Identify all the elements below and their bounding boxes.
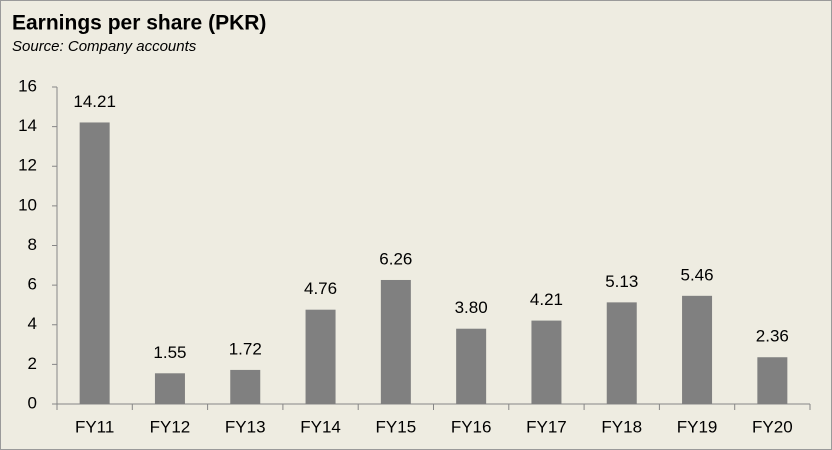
bar <box>79 122 110 404</box>
x-tick-label: FY20 <box>752 417 793 436</box>
x-tick-label: FY11 <box>75 417 114 436</box>
y-tick-label: 12 <box>18 156 37 175</box>
value-label: 1.55 <box>153 343 186 362</box>
bar <box>305 309 336 404</box>
value-label: 14.21 <box>73 92 116 111</box>
x-tick-label: FY18 <box>601 417 642 436</box>
y-tick-label: 10 <box>18 195 37 214</box>
y-tick-label: 2 <box>28 354 37 373</box>
bar <box>606 302 637 404</box>
bar <box>154 373 185 404</box>
value-label: 4.76 <box>304 279 337 298</box>
chart-title: Earnings per share (PKR) <box>12 12 266 35</box>
x-tick-label: FY16 <box>451 417 492 436</box>
x-tick-label: FY17 <box>526 417 567 436</box>
y-tick-label: 6 <box>28 275 37 294</box>
value-label: 6.26 <box>379 249 412 268</box>
bar <box>230 369 261 404</box>
value-label: 5.46 <box>681 265 714 284</box>
y-tick-label: 4 <box>28 314 37 333</box>
bar <box>531 320 562 404</box>
value-label: 5.13 <box>605 272 638 291</box>
x-tick-label: FY19 <box>677 417 718 436</box>
y-tick-label: 14 <box>18 116 37 135</box>
value-label: 4.21 <box>530 290 563 309</box>
x-tick-label: FY14 <box>300 417 341 436</box>
value-label: 2.36 <box>756 327 789 346</box>
bar <box>456 328 487 404</box>
y-tick-label: 0 <box>28 393 37 412</box>
x-tick-label: FY12 <box>150 417 191 436</box>
x-tick-label: FY13 <box>225 417 266 436</box>
y-tick-label: 8 <box>28 235 37 254</box>
y-tick-label: 16 <box>18 76 37 95</box>
value-label: 3.80 <box>455 298 488 317</box>
bar <box>757 357 788 404</box>
chart-subtitle: Source: Company accounts <box>12 38 197 55</box>
bar <box>682 295 713 404</box>
x-tick-label: FY15 <box>376 417 417 436</box>
bar <box>380 279 411 404</box>
value-label: 1.72 <box>229 339 262 358</box>
